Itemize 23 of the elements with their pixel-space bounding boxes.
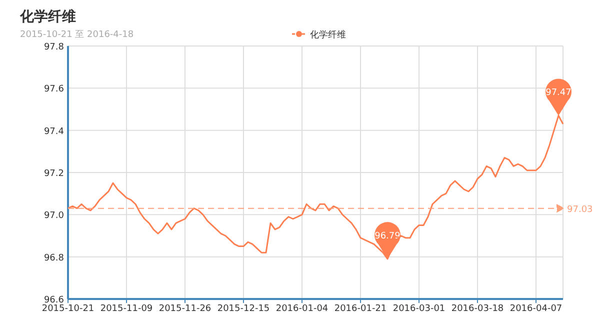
y-tick-label: 96.8 — [44, 253, 64, 264]
x-tick-label: 2016-03-18 — [451, 304, 504, 314]
x-tick-label: 2016-03-01 — [392, 304, 446, 314]
ref-line-label: 97.03 — [567, 204, 593, 215]
x-tick-label: 2015-11-09 — [100, 304, 153, 314]
y-tick-label: 97.0 — [44, 211, 64, 222]
annotation: 96.79 — [374, 231, 401, 242]
x-tick-label: 2016-01-04 — [276, 304, 328, 314]
chart-title: 化学纤维 — [19, 8, 76, 25]
legend: 化学纤维 — [292, 30, 346, 40]
x-tick-label: 2016-04-07 — [510, 304, 562, 314]
y-tick-label: 97.4 — [44, 126, 64, 137]
chart-subtitle: 2015-10-21 至 2016-4-18 — [20, 30, 134, 40]
y-tick-label: 97.8 — [44, 42, 64, 52]
y-tick-label: 97.6 — [44, 84, 64, 95]
legend-label: 化学纤维 — [310, 30, 346, 40]
x-tick-label: 2015-11-26 — [158, 304, 212, 314]
y-tick-label: 96.6 — [44, 296, 64, 306]
x-tick-label: 2015-10-21 — [42, 304, 94, 314]
annotation: 97.47 — [546, 88, 572, 98]
x-tick-label: 2016-01-21 — [334, 304, 387, 314]
y-tick-label: 97.2 — [44, 169, 64, 179]
x-tick-label: 2015-12-15 — [217, 304, 270, 314]
